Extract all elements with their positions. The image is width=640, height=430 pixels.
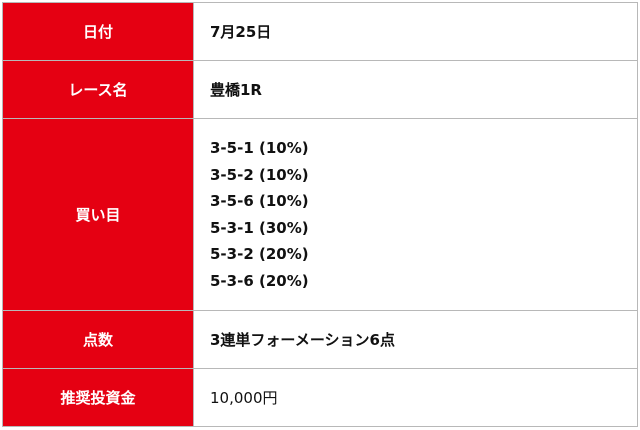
pick-item: 5-3-2 (20%) bbox=[210, 245, 309, 263]
investment-label: 推奨投資金 bbox=[2, 368, 194, 427]
pick-item: 5-3-6 (20%) bbox=[210, 271, 309, 290]
race-label: レース名 bbox=[2, 60, 194, 119]
points-label: 点数 bbox=[2, 310, 194, 369]
investment-value: 10,000円 bbox=[193, 368, 638, 427]
picks-values: 3-5-1 (10%) 3-5-2 (10%) 3-5-6 (10%) 5-3-… bbox=[193, 118, 638, 311]
pick-item: 3-5-6 (10%) bbox=[210, 192, 309, 210]
date-label: 日付 bbox=[2, 2, 194, 61]
points-value: 3連単フォーメーション6点 bbox=[193, 310, 638, 369]
row-points: 点数 3連単フォーメーション6点 bbox=[2, 310, 638, 369]
row-date: 日付 7月25日 bbox=[2, 2, 638, 61]
date-value: 7月25日 bbox=[193, 2, 638, 61]
race-value: 豊橋1R bbox=[193, 60, 638, 119]
pick-item: 3-5-1 (10%) bbox=[210, 139, 309, 157]
pick-item: 5-3-1 (30%) bbox=[210, 218, 309, 237]
row-investment: 推奨投資金 10,000円 bbox=[2, 368, 638, 427]
pick-item: 3-5-2 (10%) bbox=[210, 165, 309, 184]
picks-label: 買い目 bbox=[2, 118, 194, 311]
row-picks: 買い目 3-5-1 (10%) 3-5-2 (10%) 3-5-6 (10%) … bbox=[2, 118, 638, 311]
row-race: レース名 豊橋1R bbox=[2, 60, 638, 119]
